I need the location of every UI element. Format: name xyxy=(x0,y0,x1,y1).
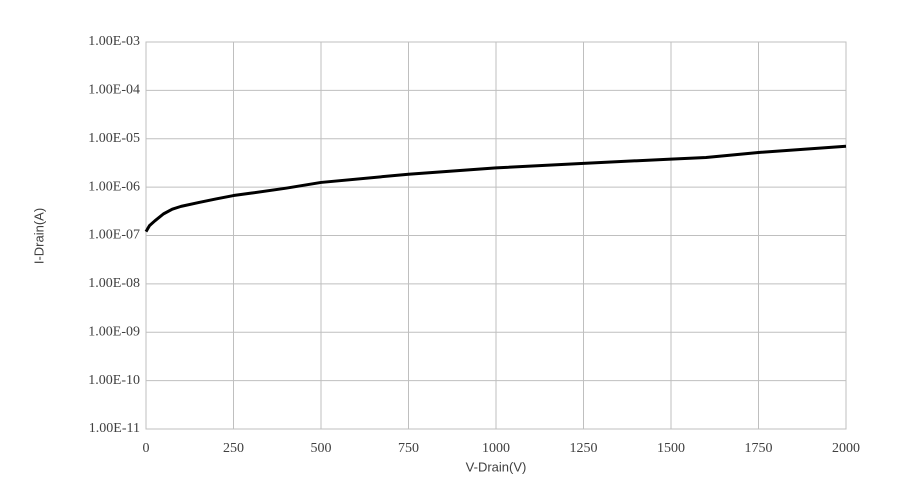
y-tick-label: 1.00E-07 xyxy=(88,228,140,243)
y-axis-title: I-Drain(A) xyxy=(31,208,46,264)
x-tick-label: 500 xyxy=(311,441,332,456)
x-tick-label: 750 xyxy=(398,441,419,456)
data-line xyxy=(144,144,847,233)
y-tick-label: 1.00E-09 xyxy=(88,324,140,339)
x-tick-label: 1000 xyxy=(482,441,510,456)
x-tick-label: 0 xyxy=(143,441,150,456)
y-tick-label: 1.00E-04 xyxy=(88,83,140,98)
x-tick-label: 1500 xyxy=(657,441,685,456)
x-tick-label: 1250 xyxy=(570,441,598,456)
y-tick-label: 1.00E-08 xyxy=(88,276,140,291)
y-tick-label: 1.00E-06 xyxy=(88,179,140,194)
y-tick-label: 1.00E-10 xyxy=(88,373,140,388)
x-axis-title: V-Drain(V) xyxy=(466,459,527,474)
x-tick-label: 250 xyxy=(223,441,244,456)
x-tick-label: 2000 xyxy=(832,441,860,456)
y-tick-label: 1.00E-05 xyxy=(88,131,140,146)
y-tick-label: 1.00E-03 xyxy=(88,34,140,49)
y-tick-label: 1.00E-11 xyxy=(89,421,140,436)
plot-border xyxy=(145,41,847,430)
x-tick-label: 1750 xyxy=(745,441,773,456)
